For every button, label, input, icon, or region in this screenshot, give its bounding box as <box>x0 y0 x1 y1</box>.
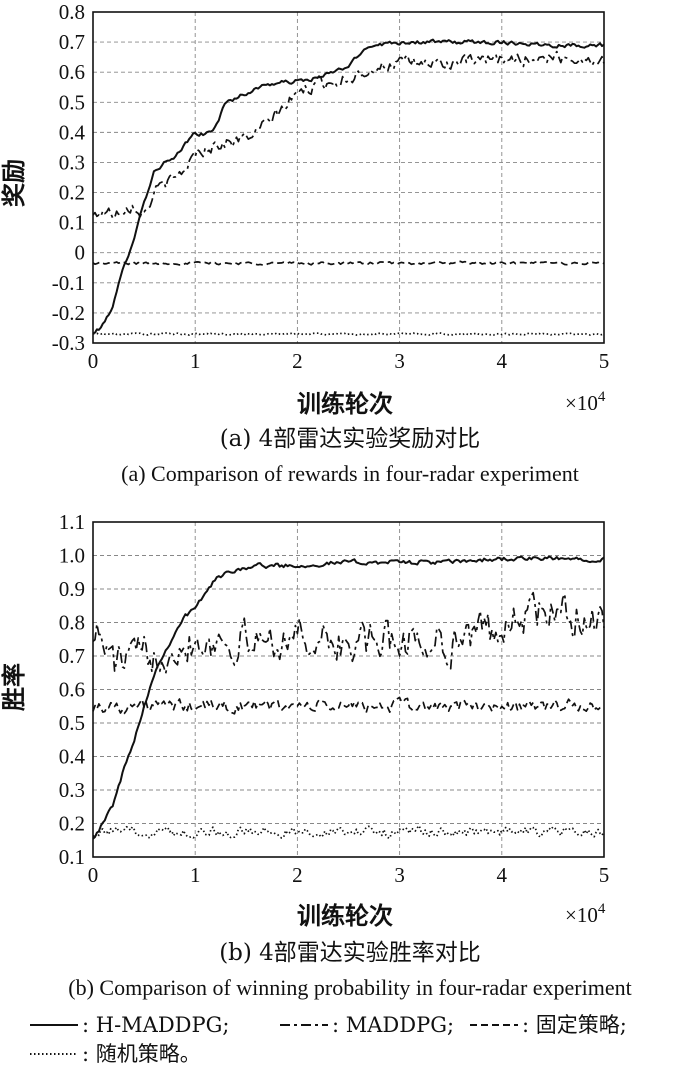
series-a <box>92 38 605 336</box>
series-b <box>92 555 605 840</box>
series-line-solid <box>92 38 605 335</box>
caption-zh-b: (b) 4部雷达实验胜率对比 <box>219 940 481 966</box>
y-tick-label: 1.1 <box>59 510 85 534</box>
x-tick-label: 3 <box>394 349 405 373</box>
caption-en-a: (a) Comparison of rewards in four-radar … <box>121 461 579 486</box>
y-tick-label: 0.5 <box>59 711 85 735</box>
legend: : H-MADDPG; : MADDPG; : 固定策略; : 随机策略。 <box>30 1013 627 1066</box>
x-tick-label: 1 <box>190 863 201 887</box>
series-line-dashdot <box>92 50 605 219</box>
y-tick-label: 0.4 <box>59 120 86 144</box>
legend-label-h-maddpg: : H-MADDPG; <box>82 1013 229 1037</box>
x-tick-label: 2 <box>292 349 303 373</box>
series-line-dashed <box>92 696 605 715</box>
grid-a <box>93 12 604 343</box>
y-tick-label: -0.2 <box>52 301 85 325</box>
y-tick-label: 0.3 <box>59 778 85 802</box>
y-tick-label: 0.9 <box>59 577 85 601</box>
x-tick-label: 4 <box>497 863 508 887</box>
plot-frame-b <box>92 521 605 858</box>
x-tick-label: 5 <box>599 863 610 887</box>
caption-zh-a: (a) 4部雷达实验奖励对比 <box>220 426 481 452</box>
legend-label-random: : 随机策略。 <box>82 1042 201 1065</box>
x-multiplier-b: ×104 <box>565 901 606 927</box>
y-tick-label: 0.5 <box>59 90 85 114</box>
y-ticks-a: 0.8 0.7 0.6 0.5 0.4 0.3 0.2 0.1 0 -0.1 -0.2 -0.3 <box>52 0 86 355</box>
y-axis-label-a: 奖励 <box>0 159 28 207</box>
series-line-solid <box>92 555 605 840</box>
x-tick-label: 0 <box>88 863 99 887</box>
y-tick-label: 0.3 <box>59 150 85 174</box>
x-axis-label-b: 训练轮次 <box>297 902 393 930</box>
y-tick-label: 0.6 <box>59 60 85 84</box>
y-axis-label-b: 胜率 <box>0 663 28 711</box>
series-line-dashed <box>92 260 605 266</box>
x-tick-label: 2 <box>292 863 303 887</box>
legend-label-fixed: : 固定策略; <box>522 1013 627 1037</box>
x-tick-label: 1 <box>190 349 201 373</box>
y-tick-label: 0.1 <box>59 845 85 869</box>
x-tick-label: 3 <box>394 863 405 887</box>
grid-b <box>93 522 604 857</box>
y-tick-label: 0.2 <box>59 181 85 205</box>
y-tick-label: 0.6 <box>59 678 85 702</box>
series-line-dotted <box>92 824 605 840</box>
legend-item-h-maddpg: : H-MADDPG; <box>30 1013 229 1037</box>
legend-item-random: : 随机策略。 <box>30 1042 201 1066</box>
x-tick-label: 5 <box>599 349 610 373</box>
y-tick-label: -0.3 <box>52 331 85 355</box>
caption-en-b: (b) Comparison of winning probability in… <box>68 975 631 1000</box>
y-tick-label: 0.8 <box>59 611 85 635</box>
y-tick-label: 0.4 <box>59 745 86 769</box>
x-tick-label: 4 <box>497 349 508 373</box>
legend-label-maddpg: : MADDPG; <box>332 1013 454 1037</box>
x-ticks-b: 0 1 2 3 4 5 <box>88 863 610 887</box>
y-tick-label: 0.8 <box>59 0 85 24</box>
y-tick-label: 0.7 <box>59 30 85 54</box>
legend-item-maddpg: : MADDPG; <box>280 1013 454 1037</box>
series-line-dotted <box>92 331 605 336</box>
y-tick-label: 0 <box>75 241 86 265</box>
legend-item-fixed: : 固定策略; <box>470 1013 627 1037</box>
series-line-dashdot <box>92 591 605 675</box>
x-axis-label-a: 训练轮次 <box>297 390 393 418</box>
chart-a: 0.8 0.7 0.6 0.5 0.4 0.3 0.2 0.1 0 -0.1 -0.2 -0.3 0 1… <box>0 0 609 486</box>
y-tick-label: 0.1 <box>59 211 85 235</box>
y-ticks-b: 1.1 1.0 0.9 0.8 0.7 0.6 0.5 0.4 0.3 0.2 0.1 <box>59 510 86 869</box>
y-tick-label: -0.1 <box>52 271 85 295</box>
x-multiplier-a: ×104 <box>565 389 606 415</box>
y-tick-label: 0.2 <box>59 812 85 836</box>
y-tick-label: 0.7 <box>59 644 85 668</box>
x-tick-label: 0 <box>88 349 99 373</box>
x-ticks-a: 0 1 2 3 4 5 <box>88 349 610 373</box>
y-tick-label: 1.0 <box>59 544 85 568</box>
plot-frame-a <box>92 11 605 344</box>
chart-b: 1.1 1.0 0.9 0.8 0.7 0.6 0.5 0.4 0.3 0.2 0.1 0 1 2 3 4 5… <box>0 510 632 1000</box>
